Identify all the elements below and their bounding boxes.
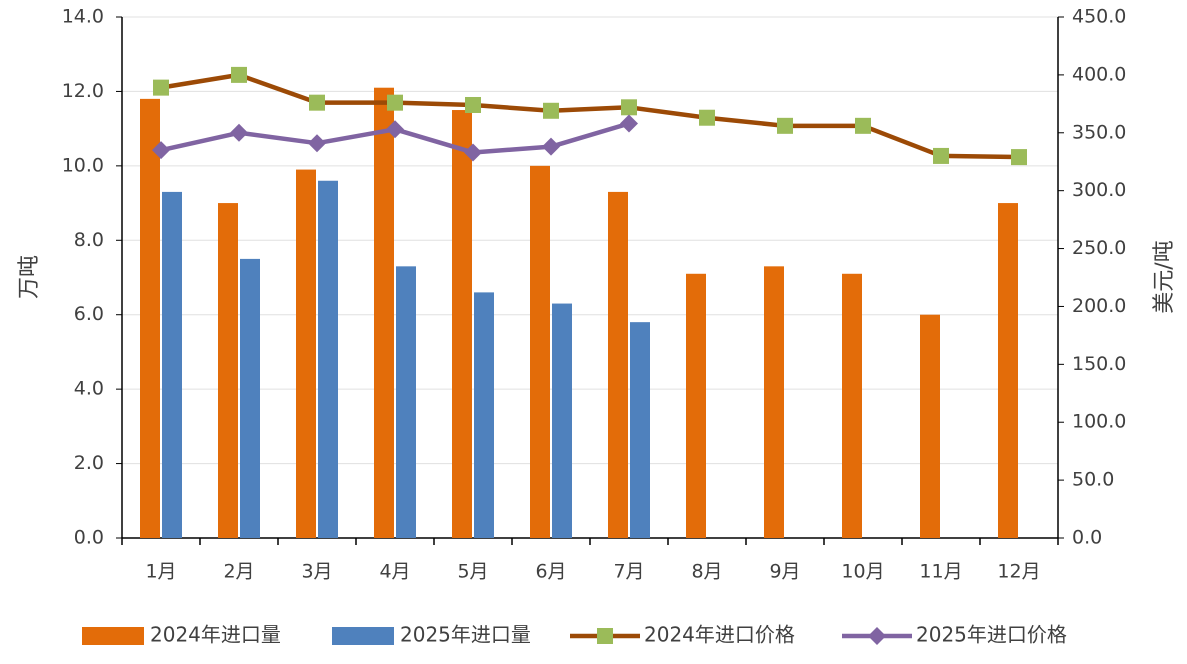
marker <box>231 66 247 83</box>
y2-axis-label: 美元/吨 <box>1152 240 1177 313</box>
x-tick-label: 9月 <box>769 561 800 583</box>
bar <box>374 87 394 538</box>
bar <box>474 292 494 538</box>
y2-tick-label: 0.0 <box>1072 527 1102 549</box>
y-tick-label: 10.0 <box>62 154 104 176</box>
y2-tick-label: 250.0 <box>1072 237 1126 259</box>
x-tick-label: 1月 <box>145 561 176 583</box>
marker <box>230 123 248 142</box>
y2-tick-label: 100.0 <box>1072 411 1126 433</box>
marker <box>777 117 793 134</box>
marker <box>152 141 170 160</box>
bar <box>240 258 260 538</box>
x-tick-label: 5月 <box>457 561 488 583</box>
bar <box>530 165 550 538</box>
x-tick-label: 3月 <box>301 561 332 583</box>
bar <box>630 322 650 538</box>
marker <box>464 143 482 162</box>
x-tick-label: 8月 <box>691 561 722 583</box>
marker <box>543 102 559 119</box>
y-tick-label: 2.0 <box>74 452 104 474</box>
x-tick-label: 4月 <box>379 561 410 583</box>
bar <box>296 169 316 539</box>
x-tick-label: 11月 <box>919 561 962 583</box>
marker <box>309 94 325 111</box>
bar <box>162 191 182 538</box>
legend-swatch <box>82 627 144 645</box>
y2-tick-label: 300.0 <box>1072 179 1126 201</box>
bar <box>318 180 338 538</box>
marker <box>465 96 481 113</box>
y2-tick-label: 400.0 <box>1072 63 1126 85</box>
bar <box>686 273 706 538</box>
marker <box>153 79 169 96</box>
marker <box>699 109 715 126</box>
marker <box>1011 149 1027 166</box>
legend-label: 2025年进口价格 <box>916 623 1067 647</box>
y-tick-label: 12.0 <box>62 80 104 102</box>
x-tick-label: 2月 <box>223 561 254 583</box>
legend-label: 2024年进口量 <box>150 623 281 647</box>
marker <box>386 120 404 139</box>
x-tick-label: 7月 <box>613 561 644 583</box>
y-tick-label: 6.0 <box>74 303 104 325</box>
legend-label: 2024年进口价格 <box>644 623 795 647</box>
bar <box>764 266 784 538</box>
marker <box>933 147 949 164</box>
y2-tick-label: 150.0 <box>1072 353 1126 375</box>
legend-swatch <box>332 627 394 645</box>
y2-tick-label: 50.0 <box>1072 469 1114 491</box>
x-tick-label: 12月 <box>997 561 1040 583</box>
marker <box>621 99 637 116</box>
x-tick-label: 10月 <box>841 561 884 583</box>
bar <box>140 98 160 538</box>
marker <box>308 134 326 153</box>
y2-tick-label: 450.0 <box>1072 6 1126 28</box>
bar <box>842 273 862 538</box>
legend-marker <box>868 627 886 645</box>
y-tick-label: 8.0 <box>74 229 104 251</box>
bar <box>608 191 628 538</box>
y2-tick-label: 200.0 <box>1072 295 1126 317</box>
bar <box>396 266 416 538</box>
y-tick-label: 4.0 <box>74 378 104 400</box>
legend-label: 2025年进口量 <box>400 623 531 647</box>
marker <box>855 117 871 134</box>
bar <box>452 110 472 539</box>
bar <box>552 303 572 538</box>
bar <box>998 203 1018 539</box>
marker <box>620 114 638 133</box>
y-tick-label: 0.0 <box>74 527 104 549</box>
marker <box>387 94 403 111</box>
x-tick-label: 6月 <box>535 561 566 583</box>
y2-tick-label: 350.0 <box>1072 121 1126 143</box>
y-tick-label: 14.0 <box>62 6 104 28</box>
y-axis-label: 万吨 <box>17 255 42 299</box>
marker <box>542 137 560 156</box>
legend-marker <box>597 628 613 644</box>
bar <box>218 203 238 539</box>
bar <box>920 314 940 538</box>
line <box>160 72 1020 160</box>
